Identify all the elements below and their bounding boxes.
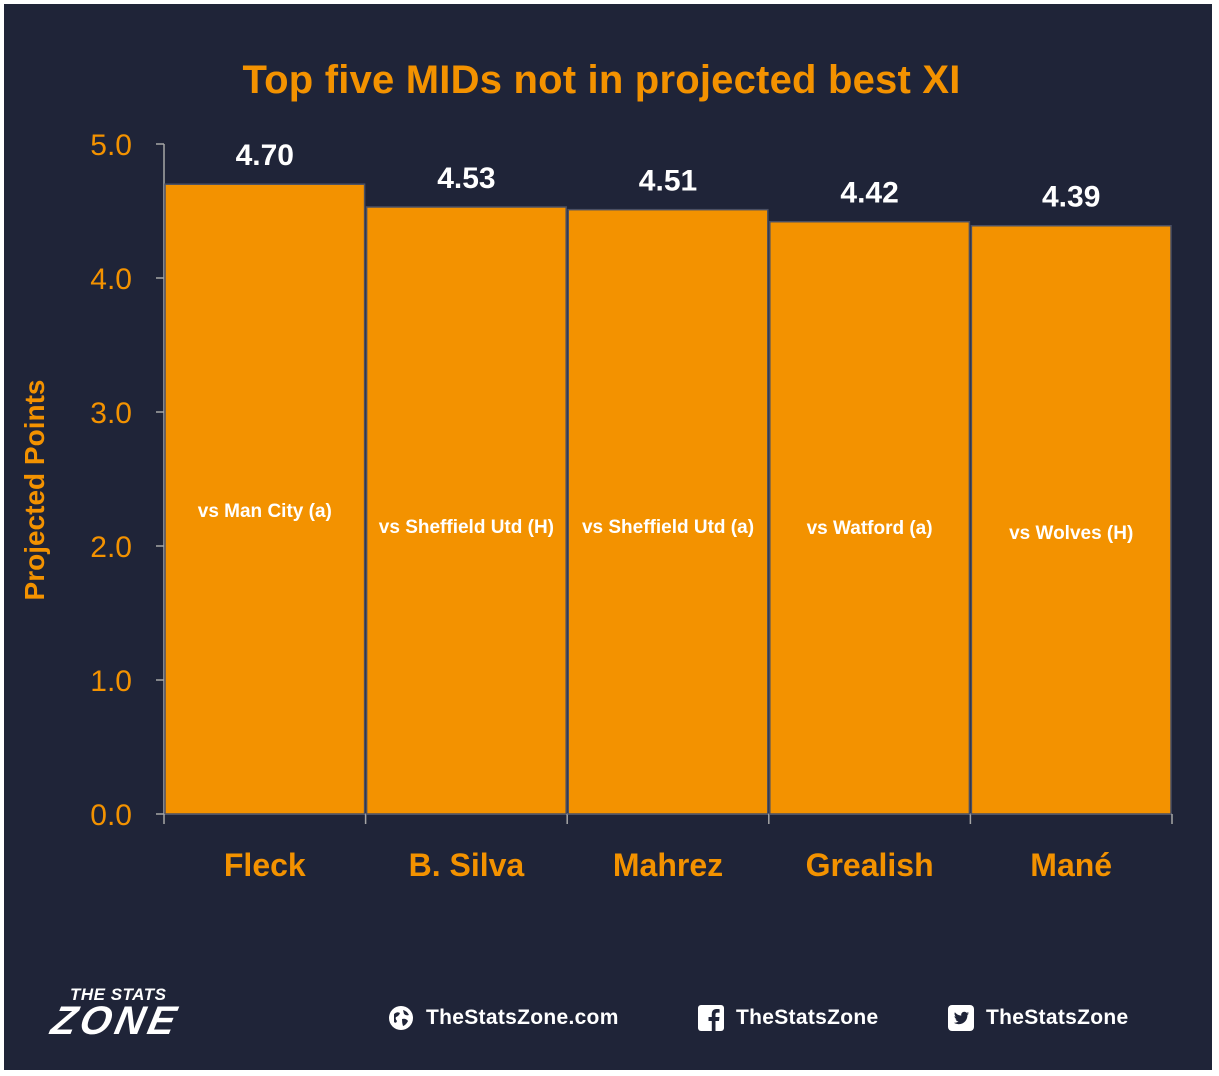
facebook-icon: [698, 1005, 724, 1031]
y-tick-label: 5.0: [90, 129, 132, 162]
twitter-icon: [948, 1005, 974, 1031]
logo-top-text: THE STATS: [70, 985, 167, 1004]
logo-main-text: ZONE: [47, 999, 184, 1043]
x-tick-label: Fleck: [224, 847, 306, 883]
twitter-link[interactable]: TheStatsZone: [948, 1003, 1128, 1033]
footer: THE STATS ZONE TheStatsZone.com TheStats…: [4, 979, 1212, 1059]
chart-title: Top five MIDs not in projected best XI: [242, 58, 961, 102]
data-label: 4.51: [639, 165, 697, 198]
y-tick-label: 2.0: [90, 531, 132, 564]
bar-chart: 0.0 1.0 2.0 3.0 4.0 5.0 Projected Points 4.70 vs…: [19, 129, 1173, 883]
globe-icon: [389, 1006, 413, 1030]
data-label: 4.42: [840, 177, 898, 210]
fixture-label: vs Sheffield Utd (a): [582, 517, 754, 538]
bar: [769, 220, 971, 815]
fixture-label: vs Wolves (H): [1009, 523, 1133, 544]
y-axis-title: Projected Points: [19, 380, 50, 601]
y-tick-label: 0.0: [90, 799, 132, 832]
x-tick-label: Mahrez: [613, 847, 723, 883]
data-label: 4.70: [236, 139, 294, 172]
bar: [365, 206, 567, 815]
data-label: 4.39: [1042, 181, 1100, 214]
fixture-label: vs Sheffield Utd (H): [379, 517, 554, 538]
bar: [567, 208, 769, 815]
y-tick-label: 4.0: [90, 263, 132, 296]
facebook-link[interactable]: TheStatsZone: [698, 1003, 878, 1033]
bar: [164, 183, 366, 815]
fixture-label: vs Watford (a): [807, 518, 933, 539]
website-link[interactable]: TheStatsZone.com: [388, 1003, 619, 1033]
fixture-label: vs Man City (a): [198, 501, 332, 522]
y-tick-label: 3.0: [90, 397, 132, 430]
y-tick-label: 1.0: [90, 665, 132, 698]
website-text: TheStatsZone.com: [426, 1006, 619, 1029]
data-label: 4.53: [437, 162, 495, 195]
x-tick-label: Mané: [1030, 847, 1112, 883]
chart-frame: Top five MIDs not in projected best XI 0…: [4, 4, 1212, 1070]
bar: [970, 224, 1172, 815]
stats-zone-logo: THE STATS ZONE: [47, 985, 262, 1047]
twitter-text: TheStatsZone: [986, 1006, 1129, 1029]
facebook-text: TheStatsZone: [736, 1006, 879, 1029]
x-tick-label: B. Silva: [409, 847, 525, 883]
x-tick-label: Grealish: [806, 847, 934, 883]
